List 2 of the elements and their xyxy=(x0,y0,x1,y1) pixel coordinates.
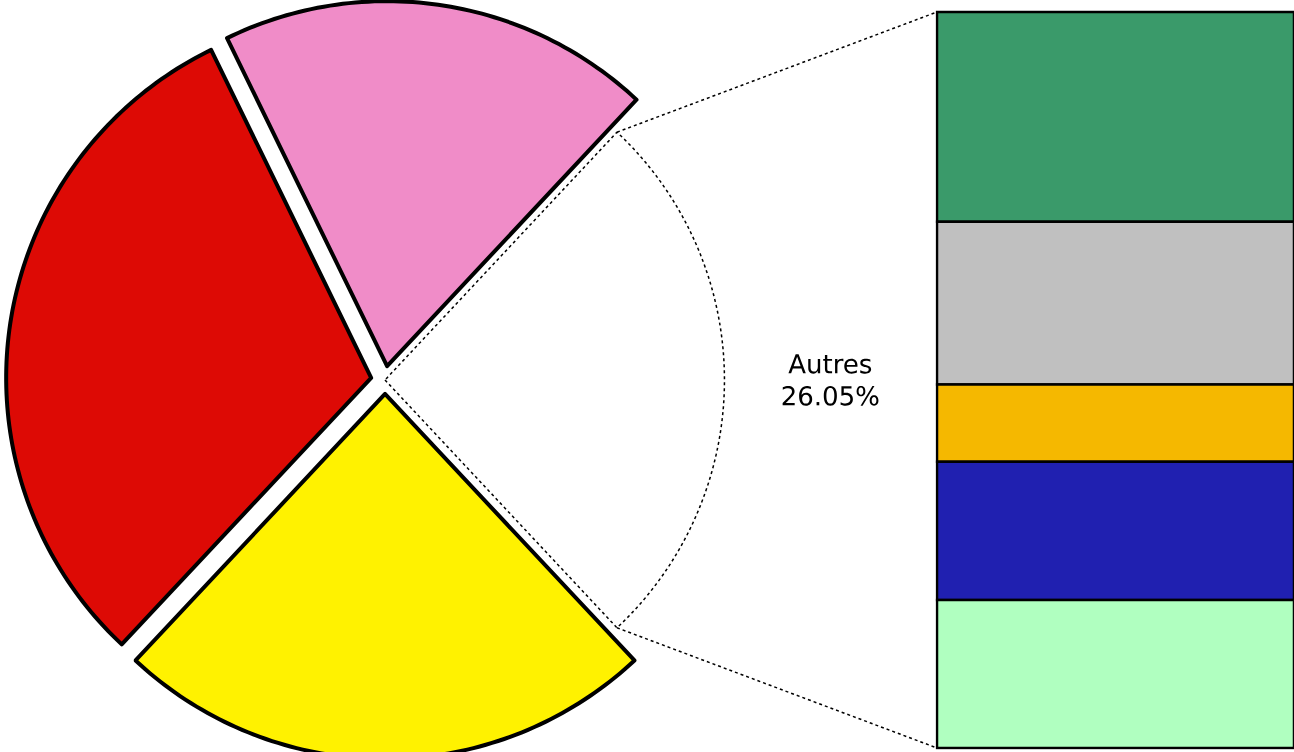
slice-label: Autres xyxy=(788,354,872,374)
data-label: 26.05% xyxy=(782,385,879,406)
